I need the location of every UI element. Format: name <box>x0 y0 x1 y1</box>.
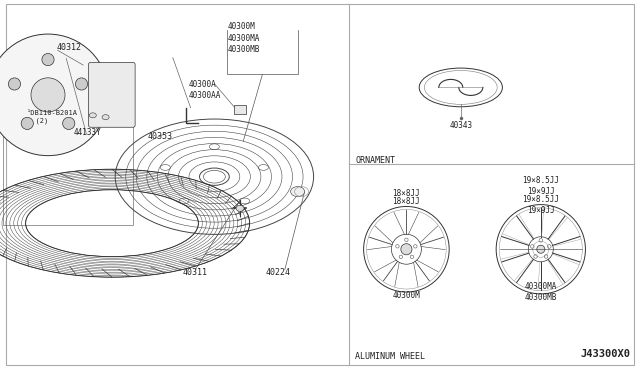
Bar <box>234 105 246 114</box>
Text: 18×8JJ: 18×8JJ <box>392 197 420 206</box>
Circle shape <box>31 78 65 112</box>
Text: 40353: 40353 <box>147 132 172 141</box>
Ellipse shape <box>102 115 109 120</box>
Ellipse shape <box>236 205 244 211</box>
Circle shape <box>21 117 33 129</box>
Circle shape <box>76 78 88 90</box>
Circle shape <box>537 245 545 253</box>
Text: J43300X0: J43300X0 <box>580 349 630 359</box>
Circle shape <box>401 244 412 255</box>
Text: 40300M
40300MA
40300MB: 40300M 40300MA 40300MB <box>228 22 260 54</box>
Ellipse shape <box>90 113 96 118</box>
Text: 19×8.5JJ
19×9JJ: 19×8.5JJ 19×9JJ <box>522 176 559 196</box>
Text: 40311: 40311 <box>182 268 207 277</box>
Circle shape <box>63 117 75 129</box>
Text: 40312: 40312 <box>56 43 81 52</box>
Circle shape <box>0 34 109 155</box>
Text: 40343: 40343 <box>449 121 472 130</box>
Text: ¹DB110-B201A
  (2): ¹DB110-B201A (2) <box>27 110 78 124</box>
Bar <box>3 110 133 225</box>
Text: 40224: 40224 <box>266 268 291 277</box>
Circle shape <box>8 78 20 90</box>
Text: 18×8JJ: 18×8JJ <box>392 189 420 198</box>
Text: ORNAMENT: ORNAMENT <box>355 156 396 165</box>
Text: 44133Y: 44133Y <box>74 128 101 137</box>
Text: 40300M: 40300M <box>392 291 420 300</box>
FancyBboxPatch shape <box>88 62 135 127</box>
Text: 19×8.5JJ
19×9JJ: 19×8.5JJ 19×9JJ <box>522 195 559 215</box>
Circle shape <box>42 54 54 66</box>
Text: 40300A
40300AA: 40300A 40300AA <box>189 80 221 100</box>
Text: ALUMINUM WHEEL: ALUMINUM WHEEL <box>355 352 425 360</box>
Text: 40300MA
40300MB: 40300MA 40300MB <box>525 282 557 302</box>
Ellipse shape <box>291 187 305 196</box>
